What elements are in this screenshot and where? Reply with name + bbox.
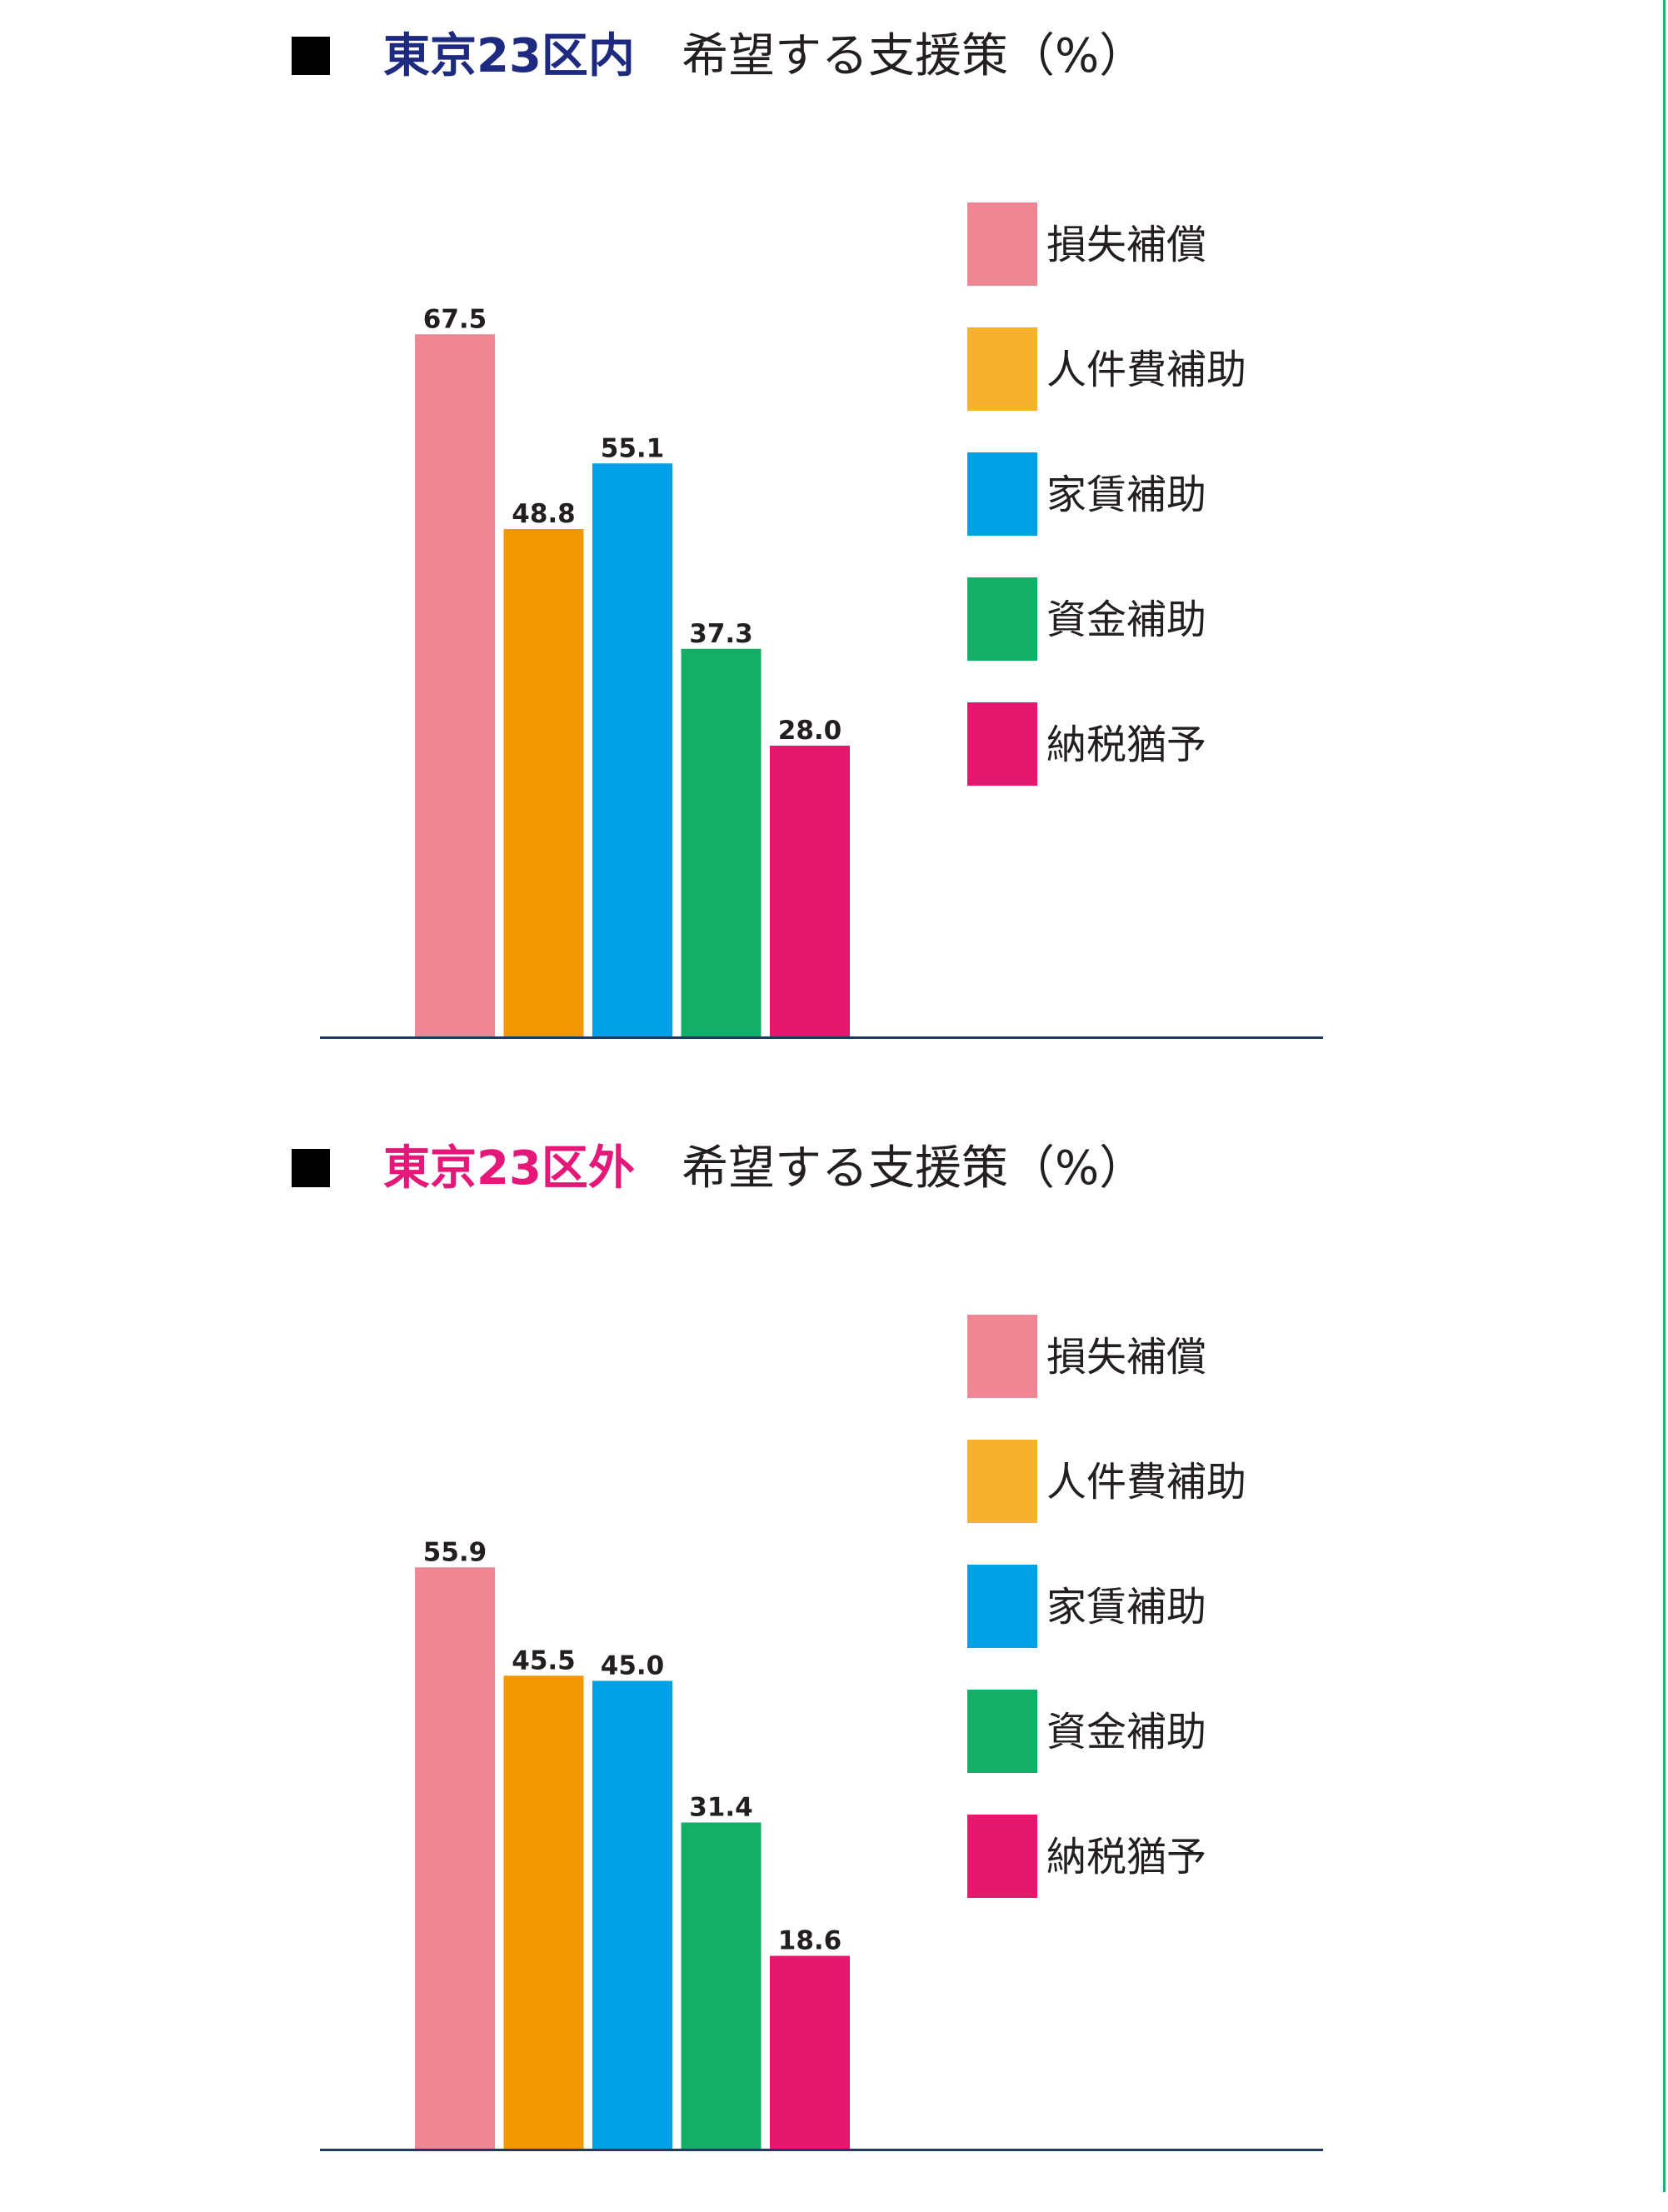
heading-square-icon [292,36,330,75]
legend-label: 納税猶予 [1046,1834,1206,1880]
bar-chart-outer-23-wards: 55.9 45.5 45.0 31.4 18.6 損失補償人件費補助家賃補助資金補助納税猶… [320,1315,1323,2151]
bar-value-label: 67.5 [423,304,487,334]
bar-value-label: 28.0 [778,716,842,746]
bar [415,1567,495,2150]
legend-label: 損失補償 [1046,1334,1206,1381]
bar-value-label: 55.9 [423,1537,487,1567]
legend-label: 家賃補助 [1046,472,1206,518]
legend-swatch [967,1315,1037,1398]
chart-region-title: 東京23区内 [383,29,635,83]
bar-value-label: 45.5 [512,1645,576,1675]
bar-value-label: 37.3 [689,619,753,649]
bar-value-label: 18.6 [778,1926,842,1956]
legend-label: 人件費補助 [1046,1459,1246,1505]
bar [681,1822,762,2150]
chart-panel-outer-23-wards: 東京23区外 希望する支援策（%） 55.9 45.5 45.0 31.4 18.6 損失補… [0,1112,1668,2212]
bar [503,529,584,1037]
bar [415,334,495,1037]
legend-label: 納税猶予 [1046,722,1206,768]
legend-label: 資金補助 [1046,1709,1206,1755]
bar [681,648,762,1037]
legend-swatch [967,577,1037,661]
bar [503,1675,584,2150]
chart-heading: 東京23区外 希望する支援策（%） [292,1136,1146,1202]
chart-subtitle: 希望する支援策（%） [681,1141,1146,1196]
chart-panel-inner-23-wards: 東京23区内 希望する支援策（%） 67.5 48.8 55.1 37.3 28.0 損失補… [0,0,1668,1100]
legend-swatch [967,1815,1037,1898]
heading-square-icon [292,1148,330,1187]
legend-label: 損失補償 [1046,222,1206,268]
bar-value-label: 55.1 [601,433,665,463]
legend-label: 人件費補助 [1046,347,1246,393]
bar [770,1955,850,2150]
bar-chart-inner-23-wards: 67.5 48.8 55.1 37.3 28.0 損失補償人件費補助家賃補助資金補助納税猶… [320,202,1323,1039]
legend-label: 家賃補助 [1046,1584,1206,1630]
bar-value-label: 45.0 [601,1651,665,1681]
legend-swatch [967,452,1037,536]
chart-heading: 東京23区内 希望する支援策（%） [292,23,1146,90]
bar [592,1680,672,2150]
legend-label: 資金補助 [1046,597,1206,643]
legend-swatch [967,1440,1037,1523]
page-edge-rule [1663,0,1666,2192]
chart-region-title: 東京23区外 [383,1141,635,1196]
bar [592,463,672,1037]
legend-swatch [967,702,1037,786]
bar-value-label: 31.4 [689,1793,753,1823]
chart-subtitle: 希望する支援策（%） [681,29,1146,83]
legend-swatch [967,1565,1037,1648]
bar [770,746,850,1037]
legend-swatch [967,327,1037,411]
legend-swatch [967,1690,1037,1773]
legend-swatch [967,202,1037,286]
bar-value-label: 48.8 [512,499,576,529]
